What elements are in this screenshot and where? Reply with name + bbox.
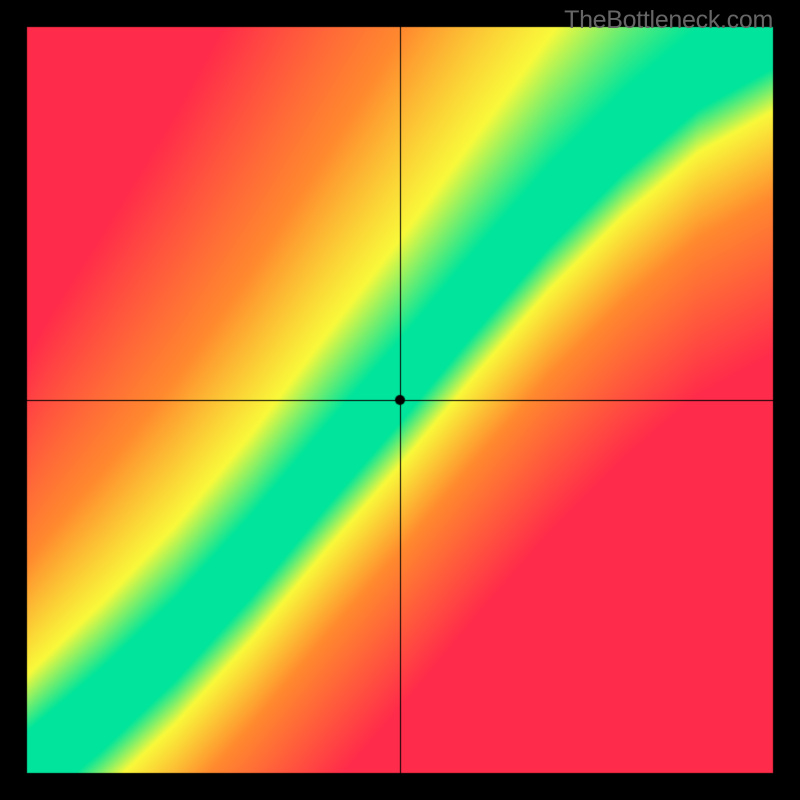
heatmap-canvas [0, 0, 800, 800]
watermark-text: TheBottleneck.com [564, 6, 773, 35]
chart-container: TheBottleneck.com [0, 0, 800, 800]
